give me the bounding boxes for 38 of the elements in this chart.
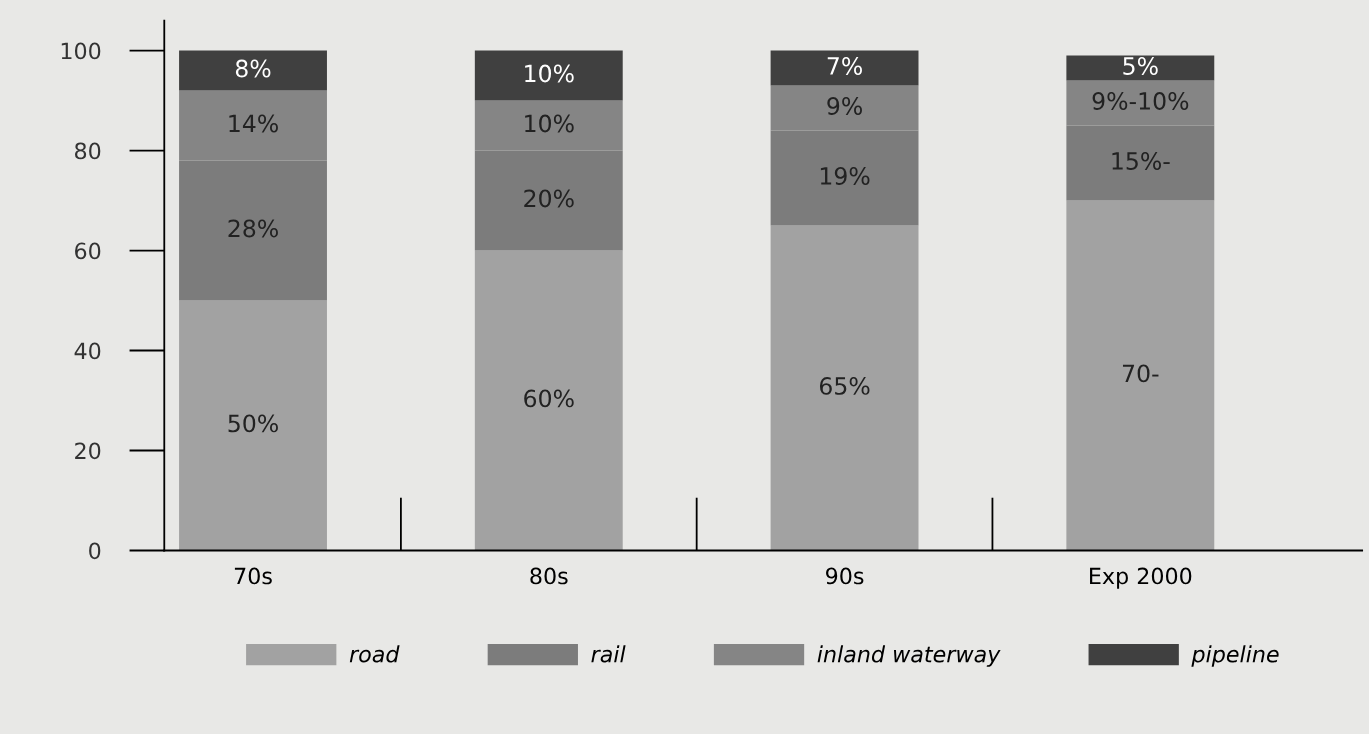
y-tick-label: 20 <box>75 442 101 460</box>
legend-label: pipeline <box>1191 645 1279 667</box>
bar <box>474 250 623 551</box>
data-label: 7% <box>827 57 862 75</box>
bar <box>770 225 919 551</box>
data-label: 19% <box>820 167 870 185</box>
y-tick-label: 40 <box>74 342 101 360</box>
data-label: 9%-10% <box>1092 92 1189 110</box>
data-label: 60% <box>524 389 574 408</box>
data-label: 8% <box>235 59 271 78</box>
y-tick-label: 100 <box>61 42 101 60</box>
bar <box>1066 55 1215 81</box>
bar <box>770 50 919 86</box>
data-label: 14% <box>229 114 278 133</box>
x-tick-label: 70s <box>234 567 272 585</box>
x-tick-label: 80s <box>530 567 568 585</box>
bar <box>179 300 327 551</box>
data-label: 15%- <box>1112 152 1170 170</box>
y-tick-label: 60 <box>75 242 101 260</box>
data-label: 10% <box>525 64 574 83</box>
x-tick-label: 90s <box>826 567 864 585</box>
data-label: 5% <box>1123 57 1158 75</box>
bar <box>179 50 327 91</box>
legend-label: inland waterway <box>817 645 1001 667</box>
data-label: 50% <box>228 414 278 433</box>
legend-label: rail <box>591 645 626 663</box>
data-label: 28% <box>228 219 278 238</box>
data-label: 9% <box>827 97 862 115</box>
y-tick-label: 0 <box>89 542 101 560</box>
bar <box>474 50 623 101</box>
data-label: 20% <box>524 189 574 208</box>
y-tick-label: 80 <box>75 142 101 160</box>
x-tick-label: Exp 2000 <box>1090 567 1192 589</box>
data-label: 65% <box>819 377 870 395</box>
data-label: 10% <box>525 114 574 133</box>
data-label: 70- <box>1122 364 1159 383</box>
legend-label: road <box>349 645 400 663</box>
bar <box>1066 200 1215 551</box>
